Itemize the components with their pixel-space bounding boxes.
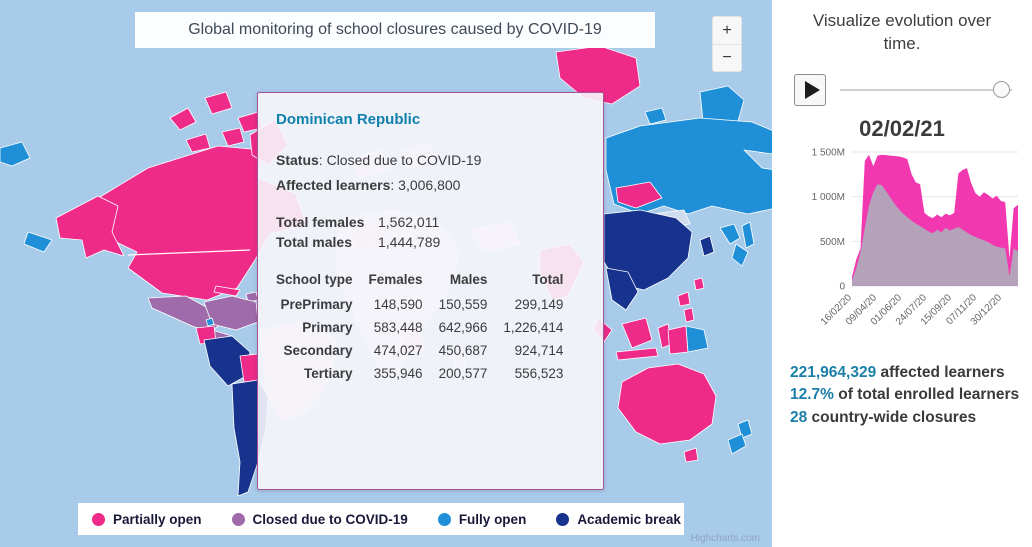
legend-dot-icon (92, 512, 105, 526)
stat-line: 12.7% of total enrolled learners (790, 386, 1020, 404)
stat-value: 28 (790, 408, 808, 426)
table-cell: 924,714 (514, 343, 564, 358)
legend-label: Academic break (577, 511, 681, 527)
legend-item[interactable]: Fully open (437, 511, 527, 527)
table-cell: 474,027 (373, 343, 423, 358)
svg-text:1 000M: 1 000M (812, 192, 845, 203)
slider-thumb[interactable] (993, 80, 1010, 98)
tooltip-affected: Affected learners: 3,006,800 (276, 177, 461, 193)
table-cell: 148,590 (373, 297, 423, 312)
zoom-out-button[interactable]: − (712, 44, 742, 72)
table-cell: Primary (302, 320, 353, 335)
table-header: Total (532, 272, 564, 287)
total-row: Total females 1,562,011 (276, 214, 440, 230)
legend-item[interactable]: Closed due to COVID-19 (231, 511, 408, 527)
world-map[interactable]: Global monitoring of school closures cau… (0, 0, 772, 547)
table-cell: 583,448 (373, 320, 423, 335)
table-cell: 299,149 (514, 297, 564, 312)
legend-dot-icon (231, 512, 245, 526)
zoom-in-button[interactable]: + (712, 16, 742, 44)
legend-label: Closed due to COVID-19 (252, 511, 408, 527)
table-cell: 200,577 (438, 366, 488, 381)
table-cell: 1,226,414 (503, 320, 564, 335)
svg-text:500M: 500M (820, 237, 845, 248)
table-row: Primary 583,448 642,966 1,226,414 (276, 316, 563, 339)
sidebar-title: Visualize evolution over time. (812, 11, 992, 53)
map-title: Global monitoring of school closures cau… (135, 12, 655, 48)
table-header: Males (449, 272, 488, 287)
table-header: School type (276, 272, 353, 287)
timeline-slider[interactable] (840, 80, 1012, 100)
stat-line: 221,964,329 affected learners (790, 363, 1005, 381)
stat-value: 12.7% (790, 386, 834, 404)
legend-label: Fully open (458, 511, 527, 527)
map-legend: Partially open Closed due to COVID-19 Full… (78, 503, 684, 535)
table-cell: 355,946 (373, 366, 423, 381)
evolution-sidebar: Visualize evolution over time. 02/02/21 … (772, 0, 1032, 547)
country-tooltip: Dominican Republic Status: Closed due to… (257, 92, 604, 490)
slider-track (840, 88, 1012, 91)
legend-dot-icon (556, 512, 570, 526)
table-cell: 150,559 (438, 297, 488, 312)
svg-text:0: 0 (839, 281, 845, 292)
table-row: PrePrimary 148,590 150,559 299,149 (276, 293, 563, 316)
tooltip-status: Status: Closed due to COVID-19 (276, 152, 482, 168)
region-oceania[interactable] (593, 317, 753, 463)
table-row: Tertiary 355,946 200,577 556,523 (276, 362, 563, 385)
legend-item[interactable]: Partially open (92, 512, 202, 527)
play-icon (804, 80, 820, 99)
legend-label: Partially open (113, 511, 202, 527)
tooltip-totals: Total females 1,562,011 Total males 1,444,7… (276, 212, 585, 252)
timeline-player (772, 56, 1032, 108)
school-type-table: School type Females Males Total PrePrimary 1… (276, 268, 563, 385)
tooltip-country-name: Dominican Republic (276, 111, 421, 128)
legend-item[interactable]: Academic break (556, 512, 681, 527)
stat-value: 221,964,329 (790, 363, 877, 381)
total-row: Total males 1,444,789 (276, 234, 441, 250)
table-cell: 556,523 (514, 366, 564, 381)
table-cell: 642,966 (438, 320, 488, 335)
zoom-controls: + − (712, 16, 742, 72)
table-cell: PrePrimary (280, 297, 353, 312)
highcharts-attribution[interactable]: Highcharts.com (690, 533, 760, 544)
table-row: Secondary 474,027 450,687 924,714 (276, 339, 563, 362)
summary-stats: 221,964,329 affected learners 12.7% of to… (772, 352, 1032, 429)
region-south-america[interactable] (147, 285, 269, 497)
table-header: Females (368, 272, 423, 287)
table-cell: Secondary (283, 343, 353, 358)
legend-dot-icon (437, 512, 451, 526)
play-button[interactable] (794, 73, 826, 106)
table-cell: 450,687 (438, 343, 488, 358)
table-cell: Tertiary (303, 366, 353, 381)
current-date: 02/02/21 (859, 115, 945, 141)
svg-text:1 500M: 1 500M (812, 147, 845, 158)
region-asia[interactable] (0, 117, 772, 323)
stat-line: 28 country-wide closures (790, 408, 977, 426)
